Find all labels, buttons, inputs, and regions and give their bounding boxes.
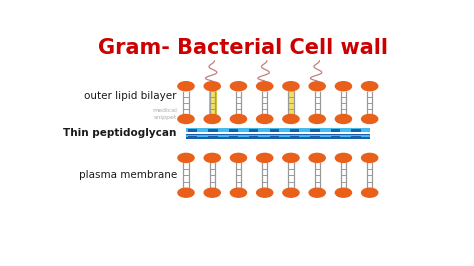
Circle shape [204, 188, 220, 197]
Circle shape [283, 114, 299, 123]
Bar [209, 129, 218, 132]
Circle shape [283, 82, 299, 91]
Bar [188, 129, 197, 132]
Bar [209, 136, 218, 137]
Circle shape [230, 114, 246, 123]
Bar [351, 136, 361, 137]
Bar [331, 136, 340, 137]
Circle shape [204, 114, 220, 123]
Circle shape [178, 114, 194, 123]
Text: Thin peptidoglycan: Thin peptidoglycan [64, 128, 177, 138]
Circle shape [230, 153, 246, 162]
Bar [229, 136, 238, 137]
Text: snippet: snippet [154, 115, 177, 120]
Circle shape [335, 82, 352, 91]
Bar [310, 136, 320, 137]
Circle shape [309, 153, 325, 162]
Circle shape [230, 82, 246, 91]
Bar [188, 136, 197, 137]
Bar [310, 129, 320, 132]
Circle shape [335, 188, 352, 197]
Circle shape [283, 153, 299, 162]
Circle shape [256, 82, 273, 91]
Circle shape [178, 188, 194, 197]
Circle shape [335, 114, 352, 123]
Circle shape [362, 82, 378, 91]
Circle shape [204, 82, 220, 91]
Circle shape [178, 153, 194, 162]
Bar [229, 129, 238, 132]
Bar [209, 91, 216, 114]
Bar [290, 136, 299, 137]
Text: outer lipid bilayer: outer lipid bilayer [84, 92, 177, 101]
Circle shape [309, 114, 325, 123]
Bar [288, 91, 294, 114]
Circle shape [204, 153, 220, 162]
Circle shape [230, 188, 246, 197]
Bar [351, 129, 361, 132]
Bar [270, 136, 279, 137]
Circle shape [309, 82, 325, 91]
Circle shape [309, 188, 325, 197]
Bar [290, 129, 299, 132]
Circle shape [256, 153, 273, 162]
Circle shape [256, 188, 273, 197]
Bar [186, 128, 370, 132]
Bar [270, 129, 279, 132]
Circle shape [283, 188, 299, 197]
Text: plasma membrane: plasma membrane [79, 170, 177, 180]
Bar [249, 136, 258, 137]
Bar [186, 135, 370, 138]
Bar [331, 129, 340, 132]
Circle shape [335, 153, 352, 162]
Circle shape [256, 114, 273, 123]
Circle shape [362, 114, 378, 123]
Circle shape [178, 82, 194, 91]
Circle shape [362, 153, 378, 162]
Bar [249, 129, 258, 132]
Bar [186, 134, 370, 139]
Text: medical: medical [152, 108, 177, 113]
Text: Gram- Bacterial Cell wall: Gram- Bacterial Cell wall [98, 38, 388, 58]
Circle shape [362, 188, 378, 197]
